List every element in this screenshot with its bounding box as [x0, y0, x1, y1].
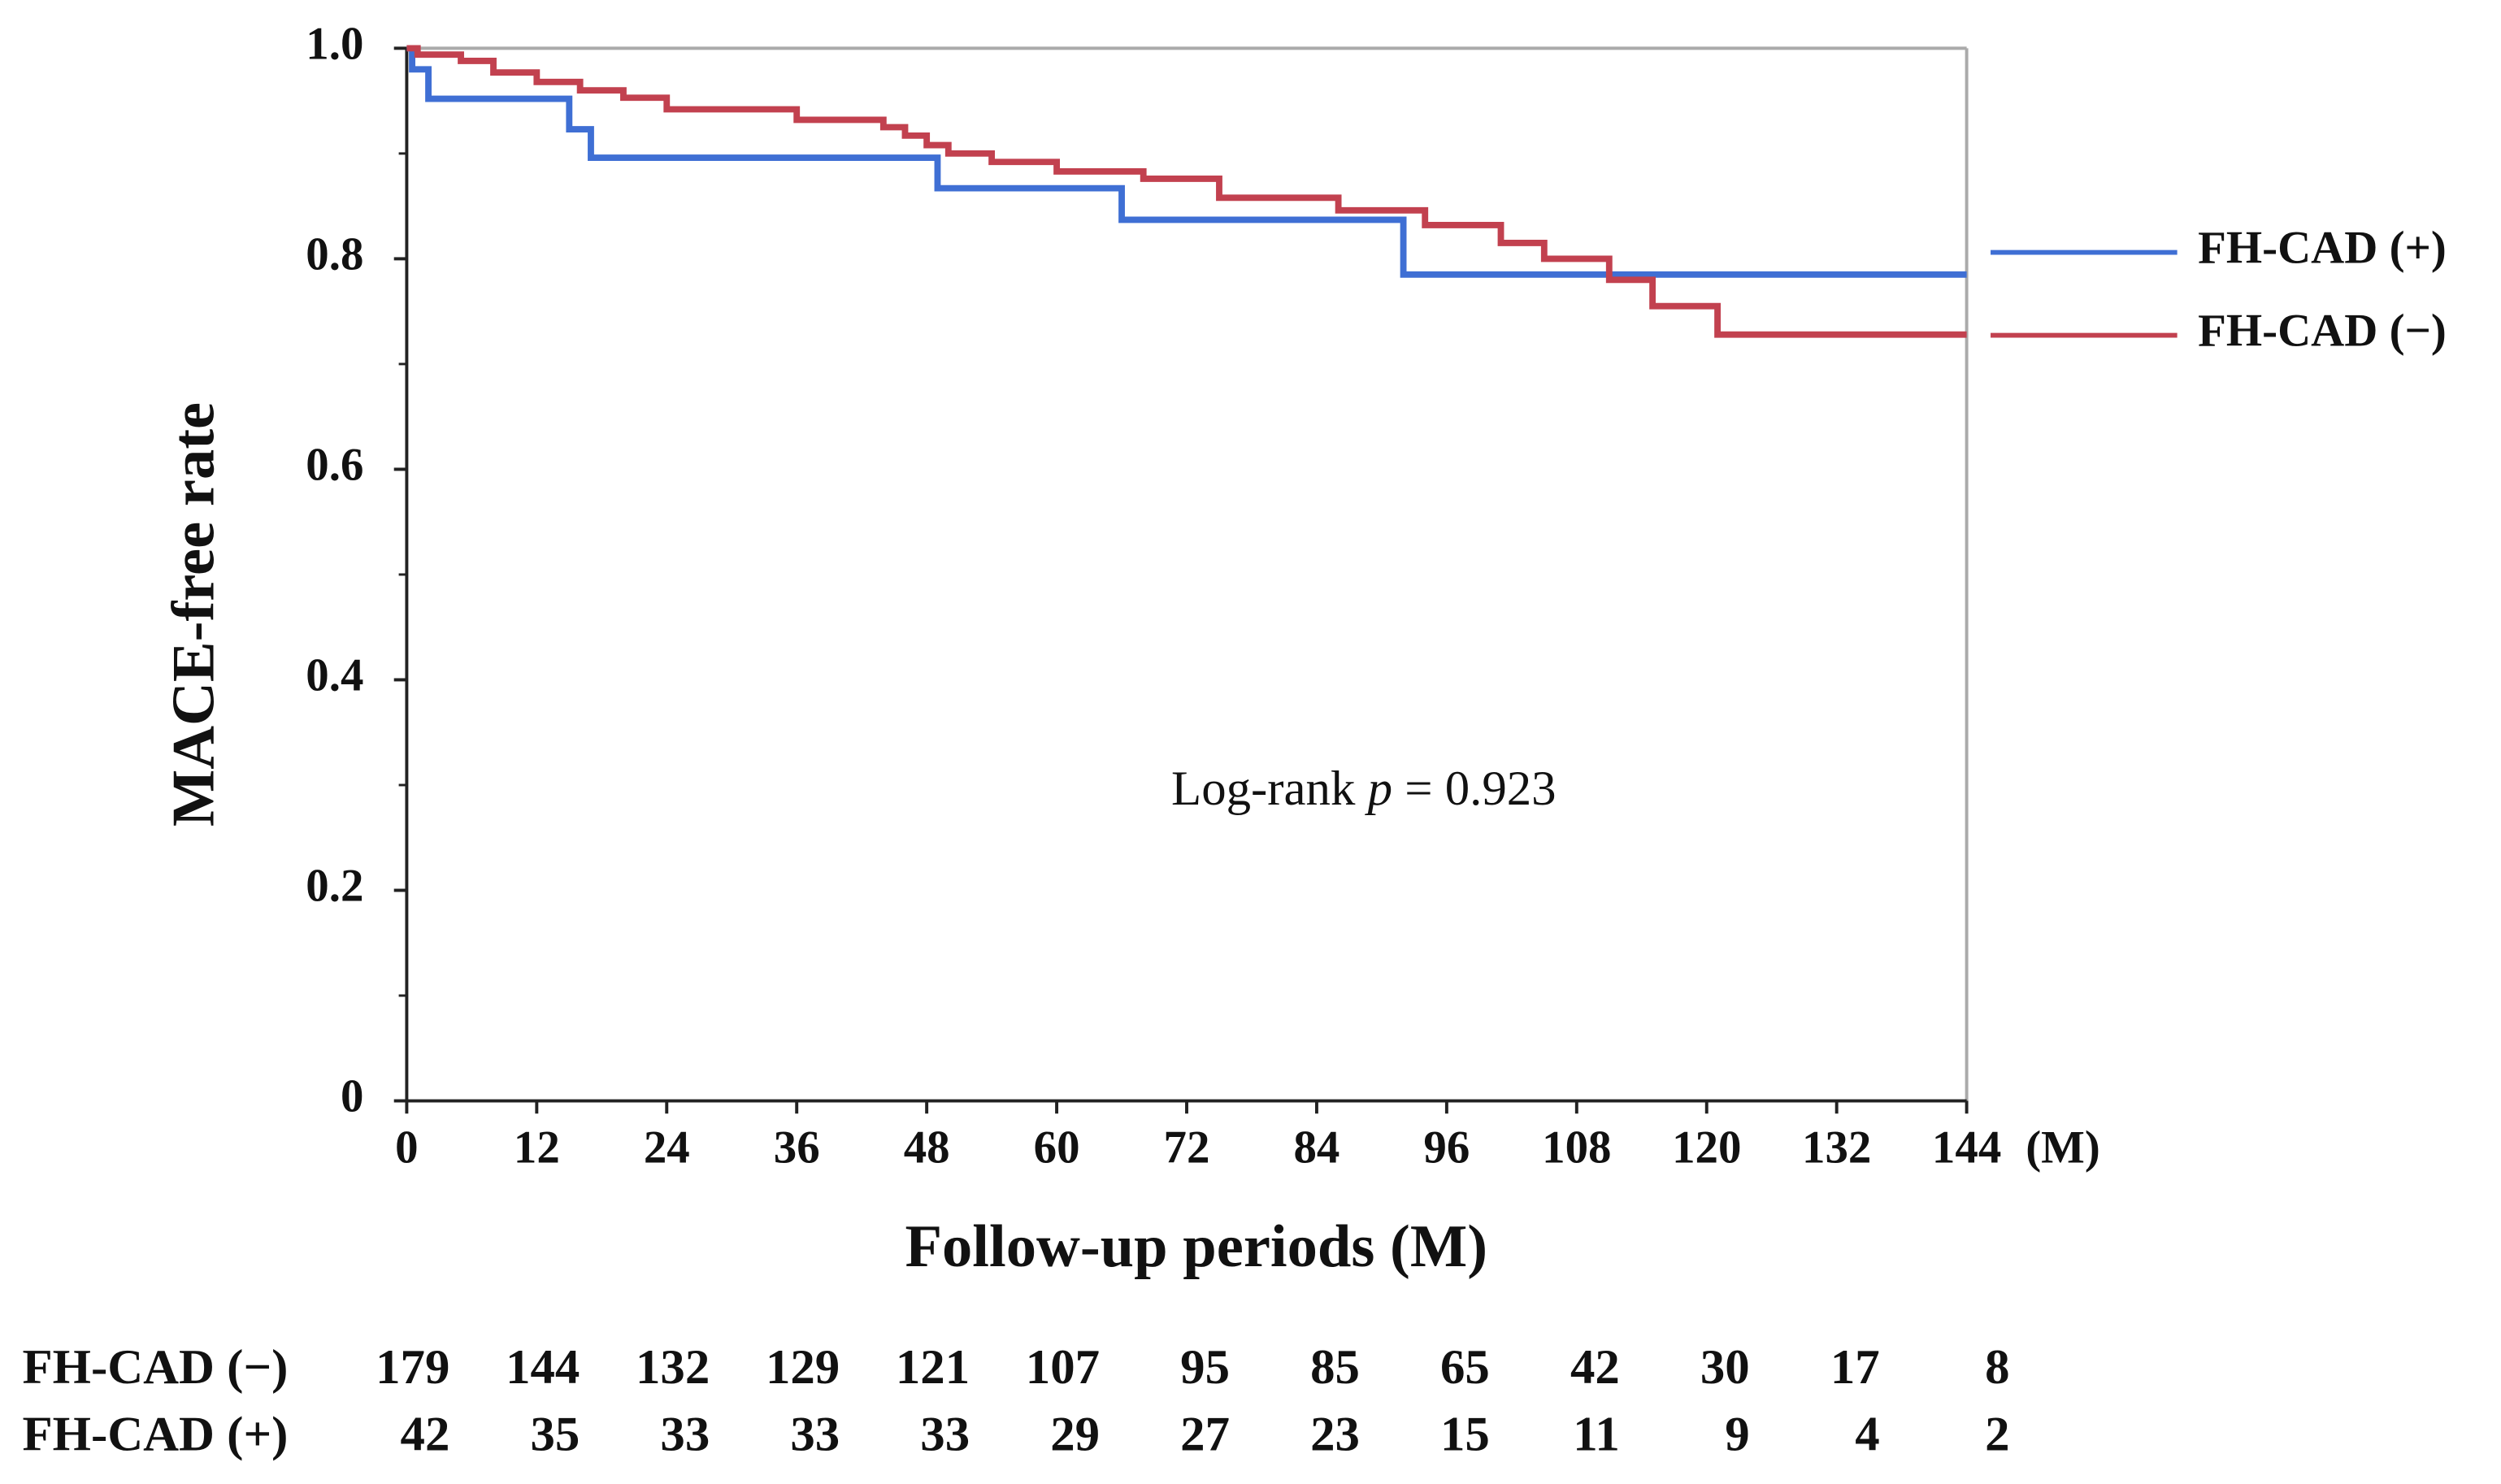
risk-row-label: FH-CAD (+) — [22, 1408, 288, 1462]
y-axis-title: MACE-free rate — [160, 402, 227, 827]
annotation-text: = 0.923 — [1392, 762, 1557, 816]
survival-curve — [406, 45, 1967, 338]
risk-count: 9 — [1725, 1408, 1749, 1462]
risk-count: 17 — [1830, 1340, 1880, 1395]
y-tick-label: 0.4 — [306, 650, 363, 701]
x-tick-label: 144 — [1932, 1122, 2001, 1173]
risk-count: 33 — [660, 1408, 710, 1462]
risk-count: 144 — [506, 1340, 580, 1395]
x-tick-label: 36 — [774, 1122, 820, 1173]
risk-count: 23 — [1310, 1408, 1360, 1462]
x-tick-label: 0 — [395, 1122, 418, 1173]
risk-count: 121 — [896, 1340, 970, 1395]
y-tick-label: 0.8 — [306, 228, 363, 280]
risk-count: 42 — [401, 1408, 450, 1462]
risk-count: 129 — [766, 1340, 840, 1395]
risk-count: 107 — [1026, 1340, 1100, 1395]
x-tick-label: 48 — [904, 1122, 950, 1173]
risk-count: 4 — [1855, 1408, 1879, 1462]
legend-label: FH-CAD (+) — [2198, 223, 2447, 274]
x-axis-title: Follow-up periods (M) — [905, 1213, 1487, 1280]
x-tick-label: 84 — [1293, 1122, 1340, 1173]
risk-count: 30 — [1700, 1340, 1750, 1395]
x-tick-label: 96 — [1423, 1122, 1470, 1173]
risk-count: 33 — [920, 1408, 970, 1462]
annotation-italic: p — [1365, 762, 1392, 816]
x-tick-label: 120 — [1672, 1122, 1741, 1173]
y-tick-label: 0 — [341, 1071, 363, 1122]
legend-label: FH-CAD (−) — [2198, 306, 2447, 357]
x-tick-label: 12 — [514, 1122, 560, 1173]
annotation: Log-rank p = 0.923 — [1171, 762, 1557, 816]
y-tick-label: 0.6 — [306, 439, 363, 490]
risk-count: 42 — [1570, 1340, 1620, 1395]
risk-count: 35 — [530, 1408, 580, 1462]
x-tick-label: 72 — [1164, 1122, 1210, 1173]
risk-row-label: FH-CAD (−) — [22, 1340, 288, 1395]
x-tick-label: 24 — [644, 1122, 690, 1173]
risk-count: 85 — [1310, 1340, 1360, 1395]
risk-count: 2 — [1985, 1408, 2009, 1462]
risk-count: 29 — [1050, 1408, 1100, 1462]
annotation-text: Log-rank — [1171, 762, 1368, 816]
risk-count: 33 — [790, 1408, 840, 1462]
risk-count: 11 — [1573, 1408, 1619, 1462]
risk-count: 8 — [1985, 1340, 2009, 1395]
risk-count: 95 — [1180, 1340, 1230, 1395]
risk-count: 65 — [1440, 1340, 1490, 1395]
risk-count: 179 — [376, 1340, 449, 1395]
y-tick-label: 0.2 — [306, 861, 363, 912]
risk-count: 132 — [636, 1340, 710, 1395]
survival-curve — [406, 45, 1967, 278]
risk-count: 27 — [1180, 1408, 1230, 1462]
risk-count: 15 — [1440, 1408, 1490, 1462]
x-tick-label: 132 — [1802, 1122, 1871, 1173]
y-tick-label: 1.0 — [306, 18, 363, 69]
x-tick-label: 60 — [1034, 1122, 1080, 1173]
x-tick-label: 108 — [1542, 1122, 1611, 1173]
x-unit: (M) — [2026, 1122, 2100, 1173]
